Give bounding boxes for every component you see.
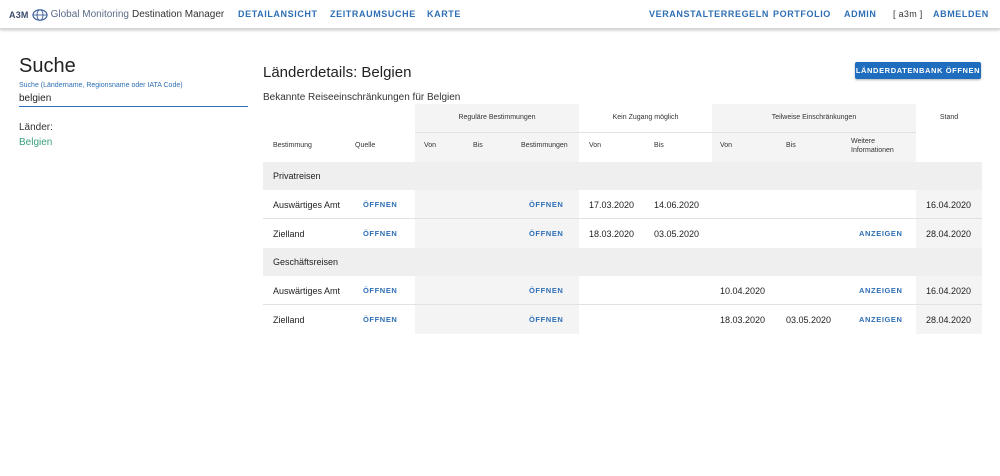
- page-subtitle: Bekannte Reiseeinschränkungen für Belgie…: [263, 92, 461, 103]
- cell-shade-stand: [916, 219, 982, 248]
- brand-app-name: Destination Manager: [131, 9, 225, 20]
- cell-shade-stand: [916, 305, 982, 334]
- cell-stand: 16.04.2020: [926, 199, 972, 210]
- header-teilweise: Teilweise Einschränkungen: [771, 114, 857, 121]
- group-label: Privatreisen: [273, 171, 321, 181]
- col-bestimmungen: Bestimmungen: [521, 142, 568, 149]
- cell-bestimmung: Zielland: [273, 228, 305, 239]
- quelle-link[interactable]: ÖFFNEN: [363, 286, 398, 295]
- col-bis-regulaer: Bis: [473, 142, 483, 149]
- cell-shade-regulaer: [415, 305, 579, 334]
- cell-bis2: 03.05.2020: [654, 228, 700, 239]
- cell-bis2: 14.06.2020: [654, 199, 700, 210]
- cell-bis3: 03.05.2020: [786, 314, 832, 325]
- cell-bestimmung: Auswärtiges Amt: [273, 285, 341, 296]
- cell-von2: 18.03.2020: [589, 228, 635, 239]
- col-weitere-informationen: Weitere Informationen: [851, 138, 894, 155]
- globe-icon: [32, 8, 48, 21]
- row-divider: [263, 218, 982, 219]
- group-row-background: [263, 162, 982, 190]
- cell-shade-stand: [916, 276, 982, 305]
- group-label: Geschäftsreisen: [273, 257, 339, 267]
- page-title: Länderdetails: Belgien: [263, 64, 412, 81]
- cell-stand: 28.04.2020: [926, 228, 972, 239]
- header-divider: [415, 132, 916, 133]
- cell-von3: 18.03.2020: [720, 314, 766, 325]
- bestimmungen-link[interactable]: ÖFFNEN: [529, 200, 564, 209]
- group-row-background: [263, 248, 982, 276]
- cell-shade-regulaer: [415, 219, 579, 248]
- countries-label: Länder:: [19, 122, 53, 133]
- search-title: Suche: [19, 55, 76, 77]
- country-result-belgien[interactable]: Belgien: [19, 137, 53, 148]
- current-user: [ a3m ]: [893, 9, 923, 19]
- quelle-link[interactable]: ÖFFNEN: [363, 315, 398, 324]
- cell-bestimmung: Zielland: [273, 314, 305, 325]
- header-shade-teilweise: [712, 104, 916, 162]
- bestimmungen-link[interactable]: ÖFFNEN: [529, 229, 564, 238]
- nav-veranstalterregeln[interactable]: VERANSTALTERREGELN: [649, 9, 769, 19]
- logout-link[interactable]: ABMELDEN: [933, 9, 989, 19]
- nav-detailansicht[interactable]: DETAILANSICHT: [238, 9, 318, 19]
- col-bis-teilweise: Bis: [786, 142, 796, 149]
- cell-bestimmung: Auswärtiges Amt: [273, 199, 341, 210]
- search-field-label: Suche (Ländername, Regionsname oder IATA…: [19, 82, 183, 89]
- cell-shade-stand: [916, 190, 982, 219]
- header-shade-regulaer: [415, 104, 579, 162]
- search-input[interactable]: [19, 91, 248, 107]
- bestimmungen-link[interactable]: ÖFFNEN: [529, 286, 564, 295]
- bestimmungen-link[interactable]: ÖFFNEN: [529, 315, 564, 324]
- weitere-link[interactable]: ANZEIGEN: [859, 286, 903, 295]
- nav-admin[interactable]: ADMIN: [844, 9, 877, 19]
- col-von-teilweise: Von: [720, 142, 733, 149]
- open-country-database-button[interactable]: LÄNDERDATENBANK ÖFFNEN: [855, 62, 981, 79]
- brand-a3m: A3M: [9, 9, 29, 20]
- cell-stand: 28.04.2020: [926, 314, 972, 325]
- weitere-link[interactable]: ANZEIGEN: [859, 315, 903, 324]
- nav-karte[interactable]: KARTE: [427, 9, 461, 19]
- nav-zeitraumsuche[interactable]: ZEITRAUMSUCHE: [330, 9, 416, 19]
- col-bestimmung: Bestimmung: [273, 142, 312, 149]
- cell-von2: 17.03.2020: [589, 199, 635, 210]
- brand-global-monitoring: Global Monitoring: [50, 9, 129, 20]
- header-stand: Stand: [939, 114, 959, 121]
- header-kein-zugang: Kein Zugang möglich: [612, 114, 679, 121]
- quelle-link[interactable]: ÖFFNEN: [363, 229, 398, 238]
- col-bis-kein-zugang: Bis: [654, 142, 664, 149]
- cell-shade-regulaer: [415, 276, 579, 305]
- brand-logo[interactable]: A3M Global Monitoring Destination Manage…: [9, 7, 224, 22]
- cell-von3: 10.04.2020: [720, 285, 766, 296]
- col-von-regulaer: Von: [424, 142, 437, 149]
- quelle-link[interactable]: ÖFFNEN: [363, 200, 398, 209]
- col-quelle: Quelle: [355, 142, 376, 149]
- row-divider: [263, 304, 982, 305]
- col-von-kein-zugang: Von: [589, 142, 602, 149]
- cell-stand: 16.04.2020: [926, 285, 972, 296]
- nav-portfolio[interactable]: PORTFOLIO: [773, 9, 831, 19]
- header-regulaer: Reguläre Bestimmungen: [458, 114, 536, 121]
- cell-shade-regulaer: [415, 190, 579, 219]
- top-navigation-bar: A3M Global Monitoring Destination Manage…: [0, 0, 1000, 29]
- weitere-link[interactable]: ANZEIGEN: [859, 229, 903, 238]
